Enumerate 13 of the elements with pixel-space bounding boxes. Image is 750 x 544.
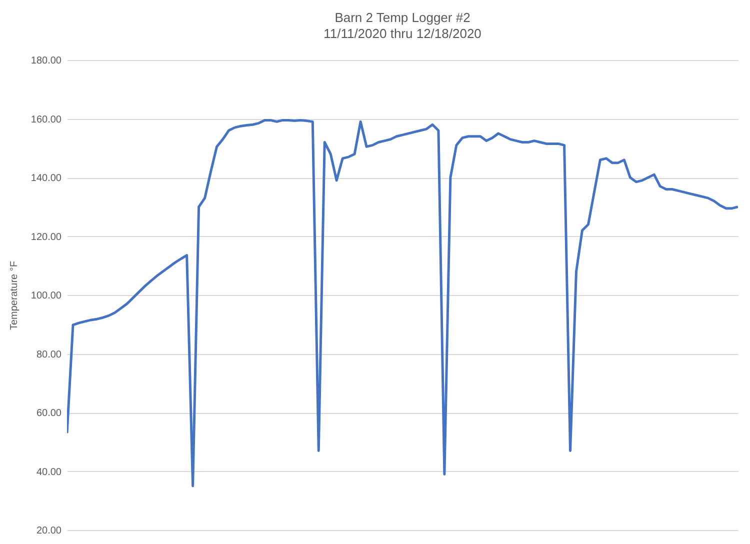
y-tick-label: 140.00: [30, 173, 62, 184]
chart-title: Barn 2 Temp Logger #2: [334, 10, 470, 25]
y-axis-title: Temperature °F: [8, 260, 20, 330]
y-tick-label: 80.00: [36, 349, 62, 360]
y-tick-label: 40.00: [36, 466, 62, 478]
y-tick-label: 60.00: [36, 408, 62, 419]
y-tick-label: 160.00: [30, 114, 62, 126]
y-tick-label: 180.00: [30, 56, 62, 66]
y-tick-label: 20.00: [36, 526, 62, 536]
y-tick-label: 120.00: [30, 232, 62, 243]
y-tick-label: 100.00: [30, 290, 62, 302]
chart-subtitle: 11/11/2020 thru 12/18/2020: [324, 26, 482, 41]
line-series: [67, 118, 738, 488]
